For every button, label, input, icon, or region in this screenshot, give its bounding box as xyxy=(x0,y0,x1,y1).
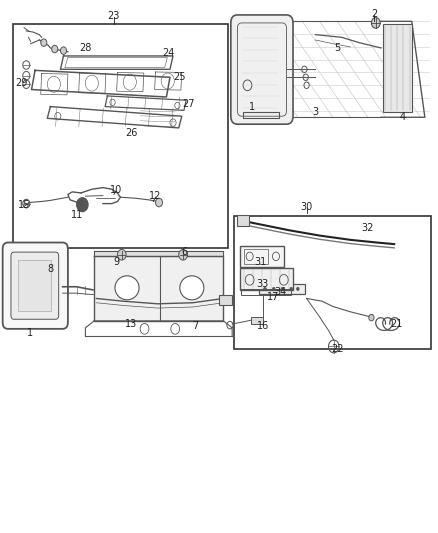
Polygon shape xyxy=(94,256,223,321)
Text: 3: 3 xyxy=(312,107,318,117)
Text: 1: 1 xyxy=(249,102,255,111)
Text: 17: 17 xyxy=(267,292,279,302)
Text: 27: 27 xyxy=(182,99,194,109)
FancyBboxPatch shape xyxy=(11,252,59,319)
Circle shape xyxy=(77,198,88,212)
Bar xyxy=(237,215,249,226)
Bar xyxy=(234,216,431,349)
Text: 8: 8 xyxy=(47,264,53,274)
Text: 10: 10 xyxy=(110,185,122,195)
Circle shape xyxy=(155,198,162,207)
Circle shape xyxy=(264,287,266,290)
FancyBboxPatch shape xyxy=(231,15,293,124)
Text: 2: 2 xyxy=(371,10,378,19)
Text: 15: 15 xyxy=(18,200,30,210)
Text: 31: 31 xyxy=(254,257,267,267)
Text: 9: 9 xyxy=(113,257,119,267)
Bar xyxy=(241,289,291,295)
Text: 13: 13 xyxy=(125,319,138,328)
Ellipse shape xyxy=(180,276,204,300)
Bar xyxy=(18,260,51,311)
Circle shape xyxy=(60,47,67,54)
Circle shape xyxy=(52,45,58,53)
Circle shape xyxy=(290,287,293,290)
FancyBboxPatch shape xyxy=(3,243,68,329)
Polygon shape xyxy=(94,251,223,256)
Text: 16: 16 xyxy=(257,321,269,331)
Circle shape xyxy=(297,287,299,290)
Circle shape xyxy=(281,287,284,290)
Bar xyxy=(243,112,279,118)
Circle shape xyxy=(272,287,275,290)
Text: 28: 28 xyxy=(79,43,92,53)
Bar xyxy=(219,295,232,305)
Bar xyxy=(13,24,228,248)
Text: 5: 5 xyxy=(334,43,340,53)
Text: 33: 33 xyxy=(257,279,269,288)
Circle shape xyxy=(140,324,149,334)
Circle shape xyxy=(171,324,180,334)
Circle shape xyxy=(179,249,187,260)
Text: 26: 26 xyxy=(125,128,138,138)
Circle shape xyxy=(369,314,374,321)
Text: 7: 7 xyxy=(192,321,198,331)
Circle shape xyxy=(371,18,380,28)
Bar xyxy=(383,24,412,112)
Text: 21: 21 xyxy=(390,319,403,328)
Text: 34: 34 xyxy=(274,287,286,297)
Bar xyxy=(240,268,293,290)
Text: 22: 22 xyxy=(331,344,343,354)
Bar xyxy=(259,284,305,294)
Text: 24: 24 xyxy=(162,49,175,58)
Text: 4: 4 xyxy=(400,112,406,122)
Bar xyxy=(251,317,263,324)
Bar xyxy=(240,246,284,266)
Text: 6: 6 xyxy=(181,247,187,256)
Circle shape xyxy=(41,39,47,46)
Text: 11: 11 xyxy=(71,211,83,220)
Text: 12: 12 xyxy=(149,191,162,201)
Text: 25: 25 xyxy=(173,72,186,82)
Circle shape xyxy=(117,249,126,260)
Text: 32: 32 xyxy=(362,223,374,232)
Bar xyxy=(244,249,268,264)
Text: 29: 29 xyxy=(15,78,27,87)
Text: 1: 1 xyxy=(27,328,33,338)
Text: 30: 30 xyxy=(300,202,313,212)
Ellipse shape xyxy=(115,276,139,300)
Text: 23: 23 xyxy=(108,11,120,21)
